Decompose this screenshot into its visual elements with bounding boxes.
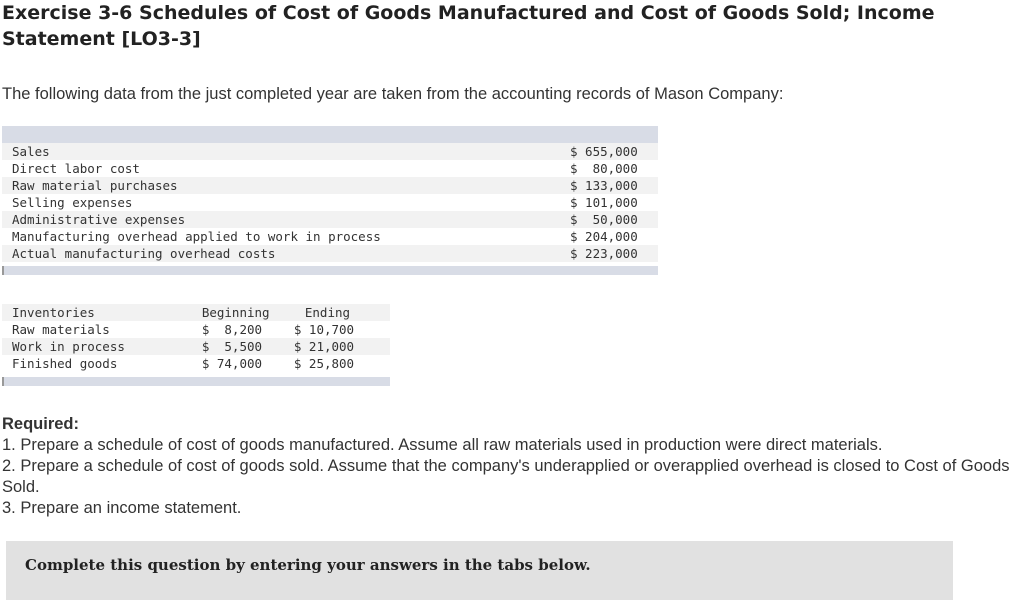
table-row: Raw materials $ 8,200 $ 10,700 — [2, 321, 390, 338]
row-label: Manufacturing overhead applied to work i… — [12, 229, 381, 244]
table-row: Work in process $ 5,500 $ 21,000 — [2, 338, 390, 355]
row-value: $ 101,000 — [570, 195, 638, 210]
intro-text: The following data from the just complet… — [2, 85, 784, 103]
row-beginning: $ 5,500 — [201, 338, 294, 355]
header-ending: Ending — [293, 304, 390, 321]
instruction-text: Complete this question by entering your … — [25, 556, 591, 574]
table-row: Actual manufacturing overhead costs $ 22… — [2, 245, 658, 262]
row-ending: $ 25,800 — [293, 356, 355, 371]
row-value: $ 50,000 — [570, 211, 658, 228]
row-value: $ 133,000 — [570, 177, 658, 194]
required-section: Required: 1. Prepare a schedule of cost … — [2, 414, 1022, 519]
inventories-table: Inventories Beginning Ending Raw materia… — [2, 304, 390, 372]
row-label: Direct labor cost — [12, 161, 140, 176]
required-item-3: 3. Prepare an income statement. — [2, 499, 242, 517]
row-value: $ 204,000 — [570, 229, 638, 244]
row-label: Work in process — [2, 338, 202, 355]
row-beginning: $ 74,000 — [201, 356, 263, 371]
exercise-title: Exercise 3-6 Schedules of Cost of Goods … — [2, 2, 935, 50]
table-footer-band — [2, 377, 390, 386]
row-value: $ 80,000 — [570, 161, 638, 176]
row-label: Selling expenses — [12, 195, 133, 210]
row-label: Raw materials — [12, 322, 110, 337]
table-row: Selling expenses $ 101,000 — [2, 194, 658, 211]
table-header-band — [2, 126, 658, 143]
table-row: Direct labor cost $ 80,000 — [2, 160, 658, 177]
required-heading: Required: — [2, 415, 80, 433]
row-label: Administrative expenses — [2, 211, 570, 228]
table-row: Finished goods $ 74,000 $ 25,800 — [2, 355, 390, 372]
row-value: $ 223,000 — [570, 245, 658, 262]
table-footer-band — [2, 266, 658, 275]
row-label: Finished goods — [12, 356, 118, 371]
instruction-box: Complete this question by entering your … — [6, 541, 953, 600]
required-item-1: 1. Prepare a schedule of cost of goods m… — [2, 436, 883, 454]
table-row: Raw material purchases $ 133,000 — [2, 177, 658, 194]
row-label: Actual manufacturing overhead costs — [2, 245, 570, 262]
row-ending: $ 21,000 — [293, 338, 390, 355]
cost-data-table: Sales $ 655,000 Direct labor cost $ 80,0… — [2, 126, 658, 262]
table-row: Administrative expenses $ 50,000 — [2, 211, 658, 228]
table-row: Manufacturing overhead applied to work i… — [2, 228, 658, 245]
row-value: $ 655,000 — [570, 143, 658, 160]
header-inventories: Inventories — [2, 304, 202, 321]
row-label: Raw material purchases — [2, 177, 570, 194]
row-label: Sales — [2, 143, 570, 160]
row-beginning: $ 8,200 — [201, 322, 263, 337]
table-row: Sales $ 655,000 — [2, 143, 658, 160]
required-item-2: 2. Prepare a schedule of cost of goods s… — [2, 457, 1010, 496]
table-header-row: Inventories Beginning Ending — [2, 304, 390, 321]
row-ending: $ 10,700 — [293, 322, 355, 337]
header-beginning: Beginning — [201, 304, 294, 321]
